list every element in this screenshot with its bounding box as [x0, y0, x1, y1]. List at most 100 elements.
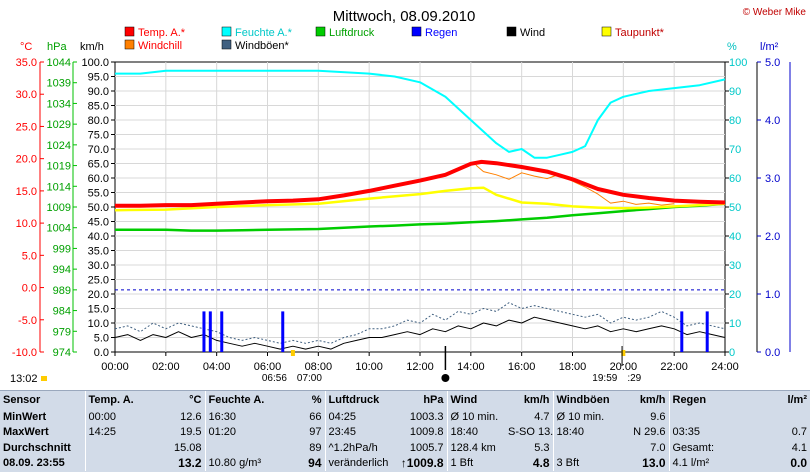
stats-cell: [84, 455, 143, 471]
stats-value: 66: [309, 410, 322, 423]
stats-cell: [552, 440, 611, 456]
stats-value: 4.1: [791, 441, 807, 454]
sunrise-marker: [290, 350, 295, 356]
stats-header-wind-unit: km/h: [523, 394, 550, 406]
rain-bar: [202, 311, 206, 352]
wind-tick-label: 5.0: [94, 333, 109, 345]
stats-cell: Ø 10 min.: [446, 409, 505, 425]
humidity-tick-label: 20: [729, 289, 741, 301]
wind-tick-label: 45.0: [88, 217, 109, 229]
stats-label: MaxWert: [3, 426, 49, 439]
chart-legend: Temp. A.* Feuchte A.* Luftdruck Regen Wind Ta…: [124, 26, 665, 52]
stats-value: [739, 409, 810, 425]
rain-axis-unit: l/m²: [760, 41, 779, 53]
legend-label: Windböen*: [235, 40, 290, 52]
now-marker-dot: [441, 374, 450, 382]
humidity-tick-label: 60: [729, 173, 741, 185]
pressure-tick-label: 984: [53, 306, 71, 318]
humidity-tick-label: 40: [729, 231, 741, 243]
wind-axis-unit: km/h: [80, 41, 104, 53]
series-line-windb-en: [114, 302, 726, 344]
stats-value: 5.3: [534, 441, 550, 454]
x-tick-label: 00:00: [101, 361, 129, 373]
stats-row-current: 08.09. 23:55 13.2 10.80 g/m³ 94 veränder…: [0, 455, 810, 471]
pressure-tick-label: 1024: [47, 140, 71, 152]
stats-label: MinWert: [3, 410, 47, 423]
pressure-tick-label: 994: [53, 264, 71, 276]
stats-value: 0.7: [791, 426, 807, 439]
stats-value: 12.6: [180, 410, 202, 423]
rain-tick-label: 1.0: [765, 289, 780, 301]
humidity-axis-unit: %: [727, 41, 737, 53]
stats-cell: 16:30: [204, 409, 275, 425]
stats-cell: 23:45: [324, 424, 395, 440]
temp-tick-label: 5.0: [22, 250, 37, 262]
x-tick-label: 20:00: [610, 361, 638, 373]
stats-value: N 29.6: [633, 426, 666, 439]
wind-tick-label: 40.0: [88, 231, 109, 243]
wind-tick-label: 75.0: [88, 130, 109, 142]
rain-tick-label: 4.0: [765, 115, 780, 127]
wind-tick-label: 95.0: [88, 72, 109, 84]
x-tick-label: 06:00: [254, 361, 282, 373]
legend-label: Wind: [520, 27, 545, 39]
wind-tick-label: 85.0: [88, 101, 109, 113]
rain-tick-label: 3.0: [765, 173, 780, 185]
stats-value: 9.6: [650, 410, 666, 423]
rain-bar: [281, 311, 285, 352]
wind-tick-label: 10.0: [88, 318, 109, 330]
humidity-tick-label: 10: [729, 318, 741, 330]
stats-cell: [204, 440, 275, 456]
wind-tick-label: 25.0: [88, 275, 109, 287]
wind-tick-label: 90.0: [88, 86, 109, 98]
stats-header-feuchte-unit: %: [311, 394, 322, 406]
stats-cell: 4.1 l/m²: [668, 455, 739, 471]
x-tick-label: 24:00: [711, 361, 739, 373]
temp-tick-label: 25.0: [16, 121, 37, 133]
chart-title: Mittwoch, 08.09.2010: [333, 8, 476, 25]
chart-extras: 06:56 07:00 19:59:29 13:02: [10, 346, 642, 385]
pressure-tick-label: 1034: [47, 98, 71, 110]
stats-value: S-SO 13.0: [508, 426, 553, 439]
pressure-tick-label: 1019: [47, 161, 71, 173]
stats-row-max: MaxWert 14:25 19.5 01:20 97 23:45 1009.8…: [0, 424, 810, 440]
stats-value: 1005.7: [409, 441, 444, 454]
x-tick-label: 04:00: [203, 361, 231, 373]
wind-tick-label: 30.0: [88, 260, 109, 272]
stats-cell: 14:25: [84, 424, 143, 440]
temp-tick-label: -10.0: [12, 347, 37, 359]
pressure-tick-label: 979: [53, 326, 71, 338]
stats-cell: Ø 10 min.: [552, 409, 611, 425]
temp-tick-label: 0.0: [22, 283, 37, 295]
stats-header-windboen: Windböen: [552, 391, 611, 409]
stats-cell: 3 Bft: [552, 455, 611, 471]
humidity-tick-label: 100: [729, 57, 747, 69]
x-tick-label: 22:00: [660, 361, 688, 373]
temp-tick-label: 30.0: [16, 89, 37, 101]
wind-tick-label: 60.0: [88, 173, 109, 185]
temp-tick-label: 10.0: [16, 218, 37, 230]
stats-cell: veränderlich: [324, 455, 395, 471]
temp-axis-unit: °C: [20, 41, 32, 53]
stats-header-temp: Temp. A.: [84, 391, 143, 409]
stats-header-luftdruck-unit: hPa: [423, 394, 444, 406]
sunset-label: 19:59: [592, 373, 617, 384]
stats-value: 13.0: [642, 456, 666, 471]
pressure-axis-unit: hPa: [47, 41, 67, 53]
sunset-marker: [621, 350, 626, 356]
wind-tick-label: 100.0: [81, 57, 109, 69]
wind-tick-label: 50.0: [88, 202, 109, 214]
legend-label: Luftdruck: [329, 27, 375, 39]
current-time-marker: [41, 376, 47, 381]
stats-cell: 04:25: [324, 409, 395, 425]
stats-value: 94: [308, 456, 322, 471]
legend-label: Temp. A.*: [138, 27, 186, 39]
sunrise-label: 06:56: [262, 373, 287, 384]
stats-value: 97: [309, 426, 322, 439]
legend-swatch: [124, 39, 135, 50]
x-tick-label: 02:00: [152, 361, 180, 373]
temp-tick-label: 35.0: [16, 57, 37, 69]
stats-label: 08.09. 23:55: [3, 457, 65, 470]
legend-label: Regen: [425, 27, 457, 39]
